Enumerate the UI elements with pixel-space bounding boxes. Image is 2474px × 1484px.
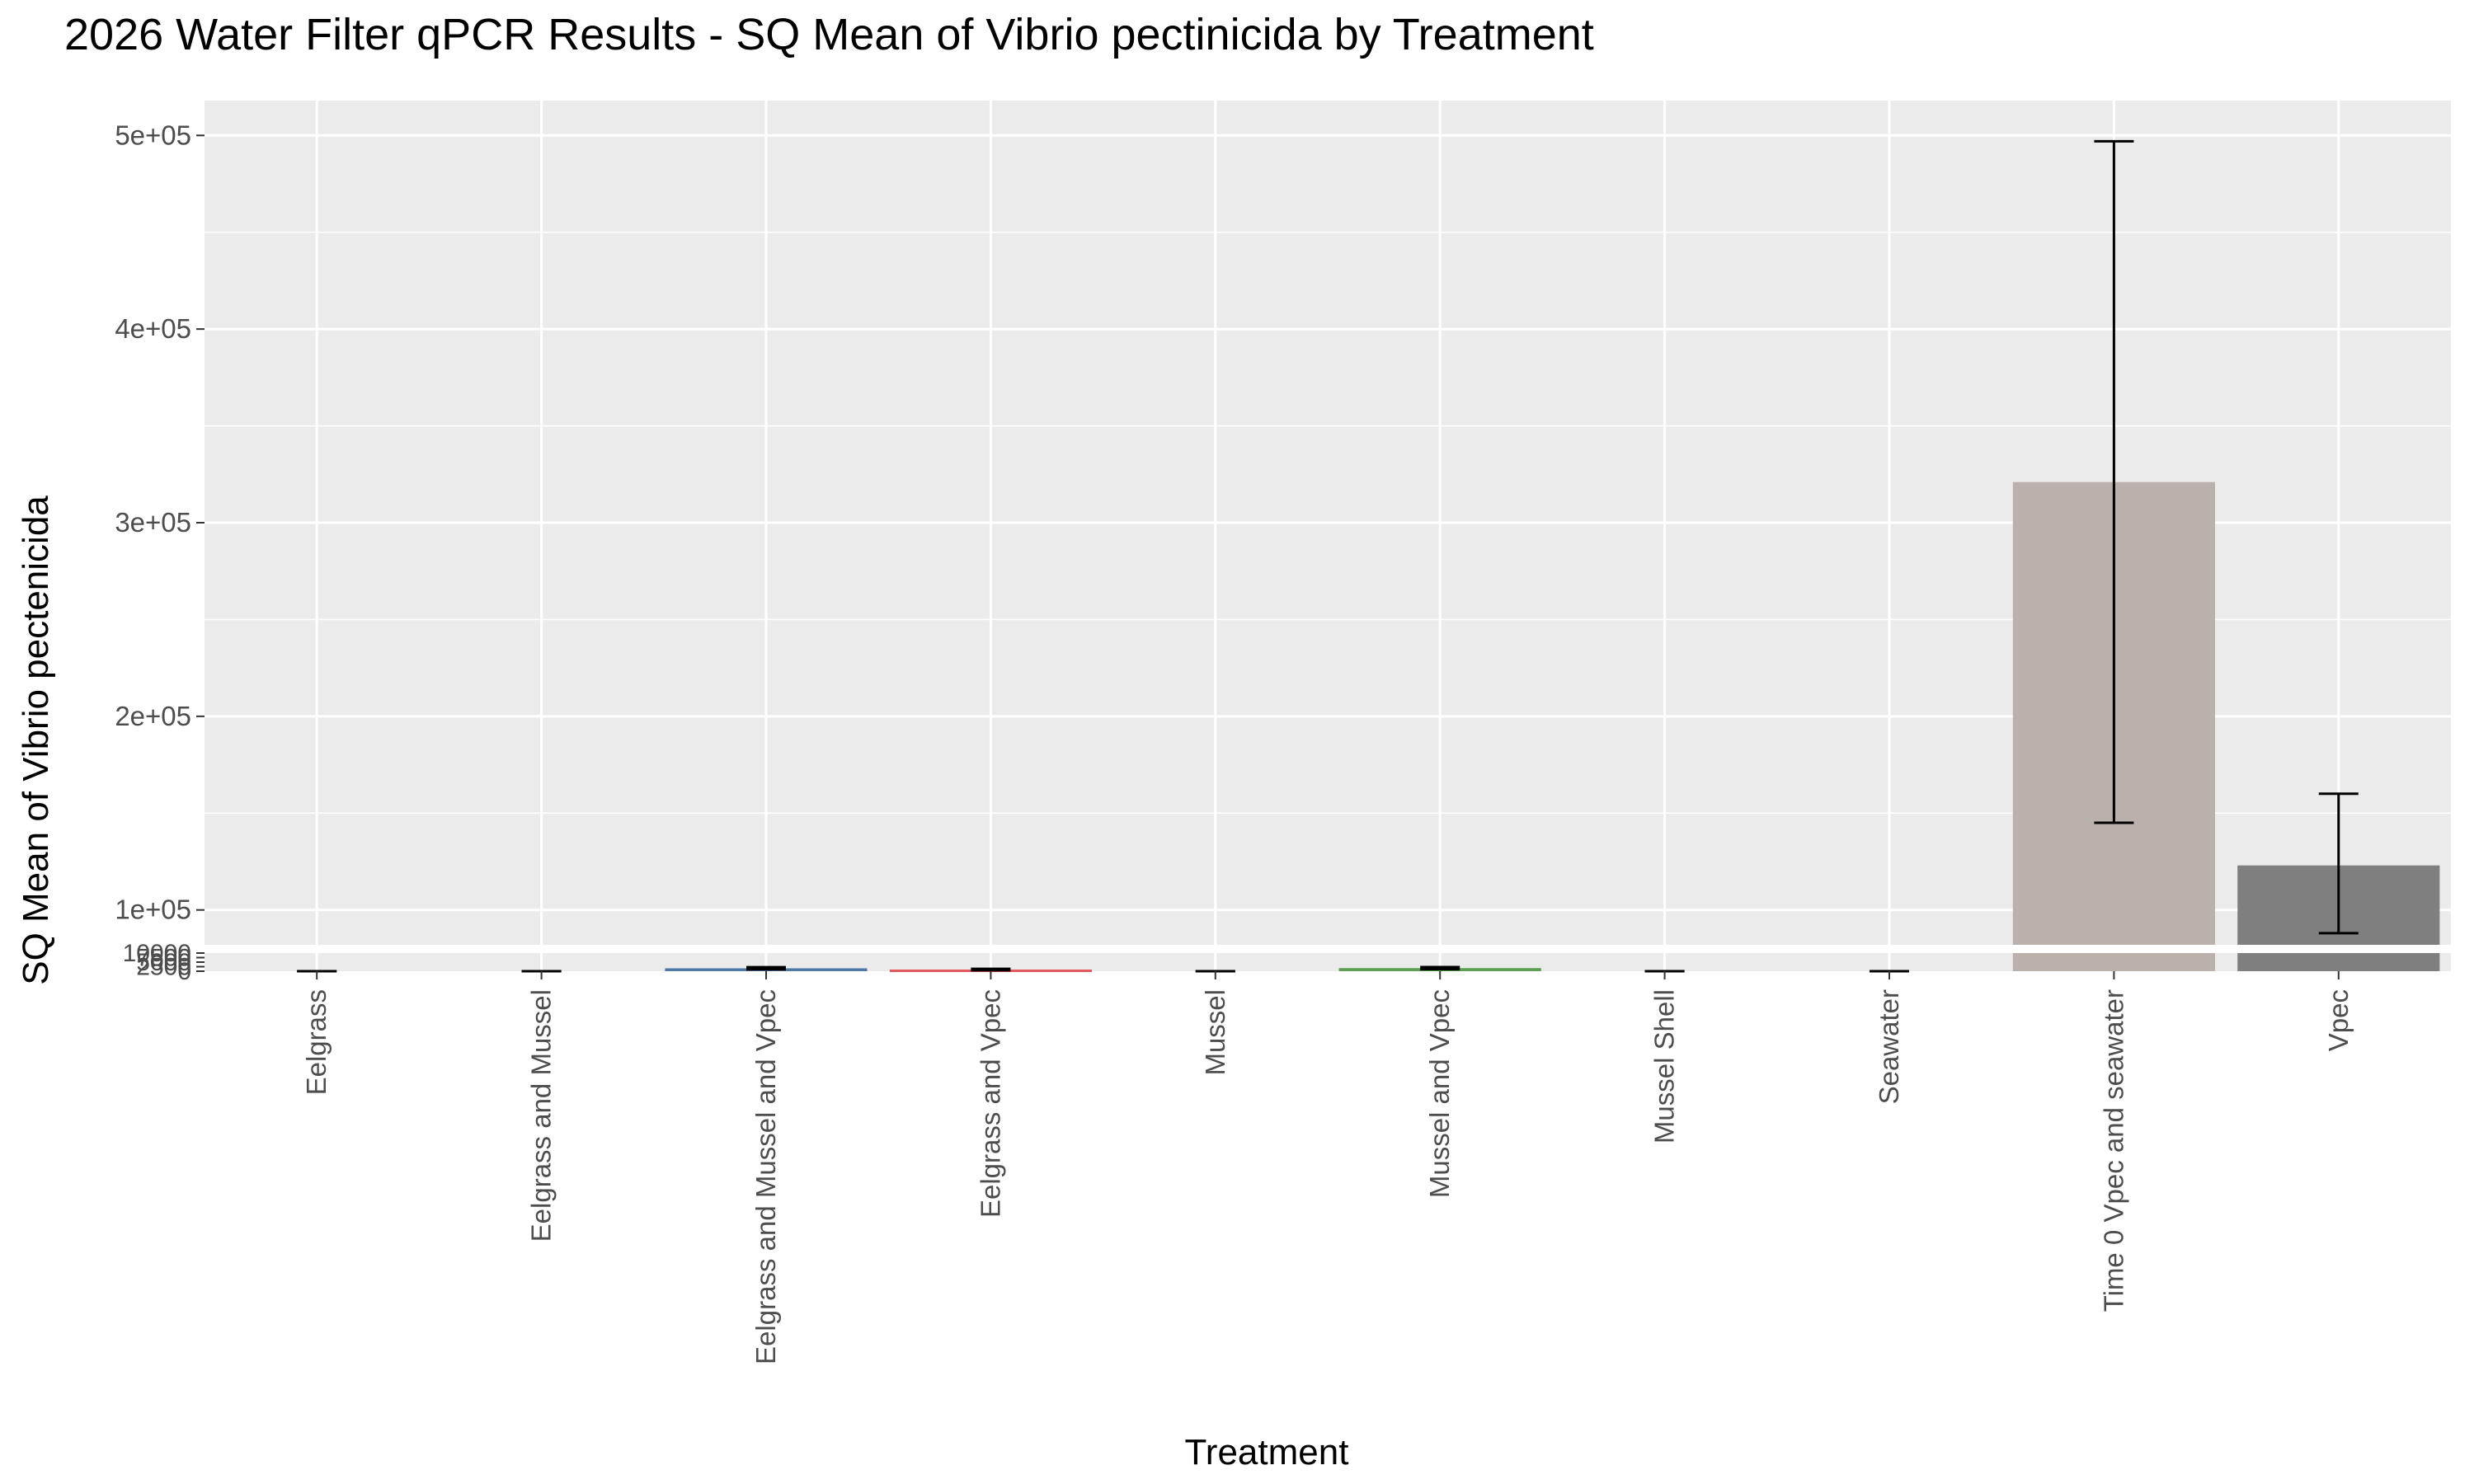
- y-tick-label: 2e+05: [115, 701, 191, 731]
- x-tick-label: Eelgrass and Vpec: [975, 989, 1005, 1218]
- y-tick-label: 3e+05: [115, 507, 191, 538]
- x-tick-label: Mussel: [1200, 989, 1230, 1076]
- x-tick-label: Eelgrass and Mussel and Vpec: [750, 989, 781, 1364]
- y-tick-label: 10000: [123, 940, 191, 967]
- y-tick-label: 0: [177, 958, 191, 985]
- bar-lower-part: [2012, 953, 2215, 971]
- x-tick-label: Mussel and Vpec: [1424, 989, 1455, 1198]
- x-tick-label: Mussel Shell: [1649, 989, 1680, 1144]
- x-tick-label: Vpec: [2323, 989, 2354, 1051]
- y-tick-label: 1e+05: [115, 895, 191, 925]
- y-tick-label: 7500: [136, 945, 191, 972]
- x-tick-label: Seawater: [1874, 989, 1904, 1104]
- bar-lower-part: [2237, 953, 2440, 971]
- y-tick-label: 5e+05: [115, 120, 191, 150]
- y-tick-label: 4e+05: [115, 313, 191, 344]
- x-axis-title: Treatment: [1185, 1432, 1349, 1472]
- x-tick-label: Eelgrass: [301, 989, 332, 1095]
- chart-title: 2026 Water Filter qPCR Results - SQ Mean…: [64, 10, 1594, 59]
- x-tick-label: Eelgrass and Mussel: [526, 989, 557, 1242]
- y-tick-label: 5000: [136, 949, 191, 976]
- y-axis-title: SQ Mean of Vibrio pectenicida: [16, 495, 56, 985]
- x-tick-label: Time 0 Vpec and seawater: [2098, 989, 2128, 1312]
- y-tick-label: 2500: [136, 954, 191, 981]
